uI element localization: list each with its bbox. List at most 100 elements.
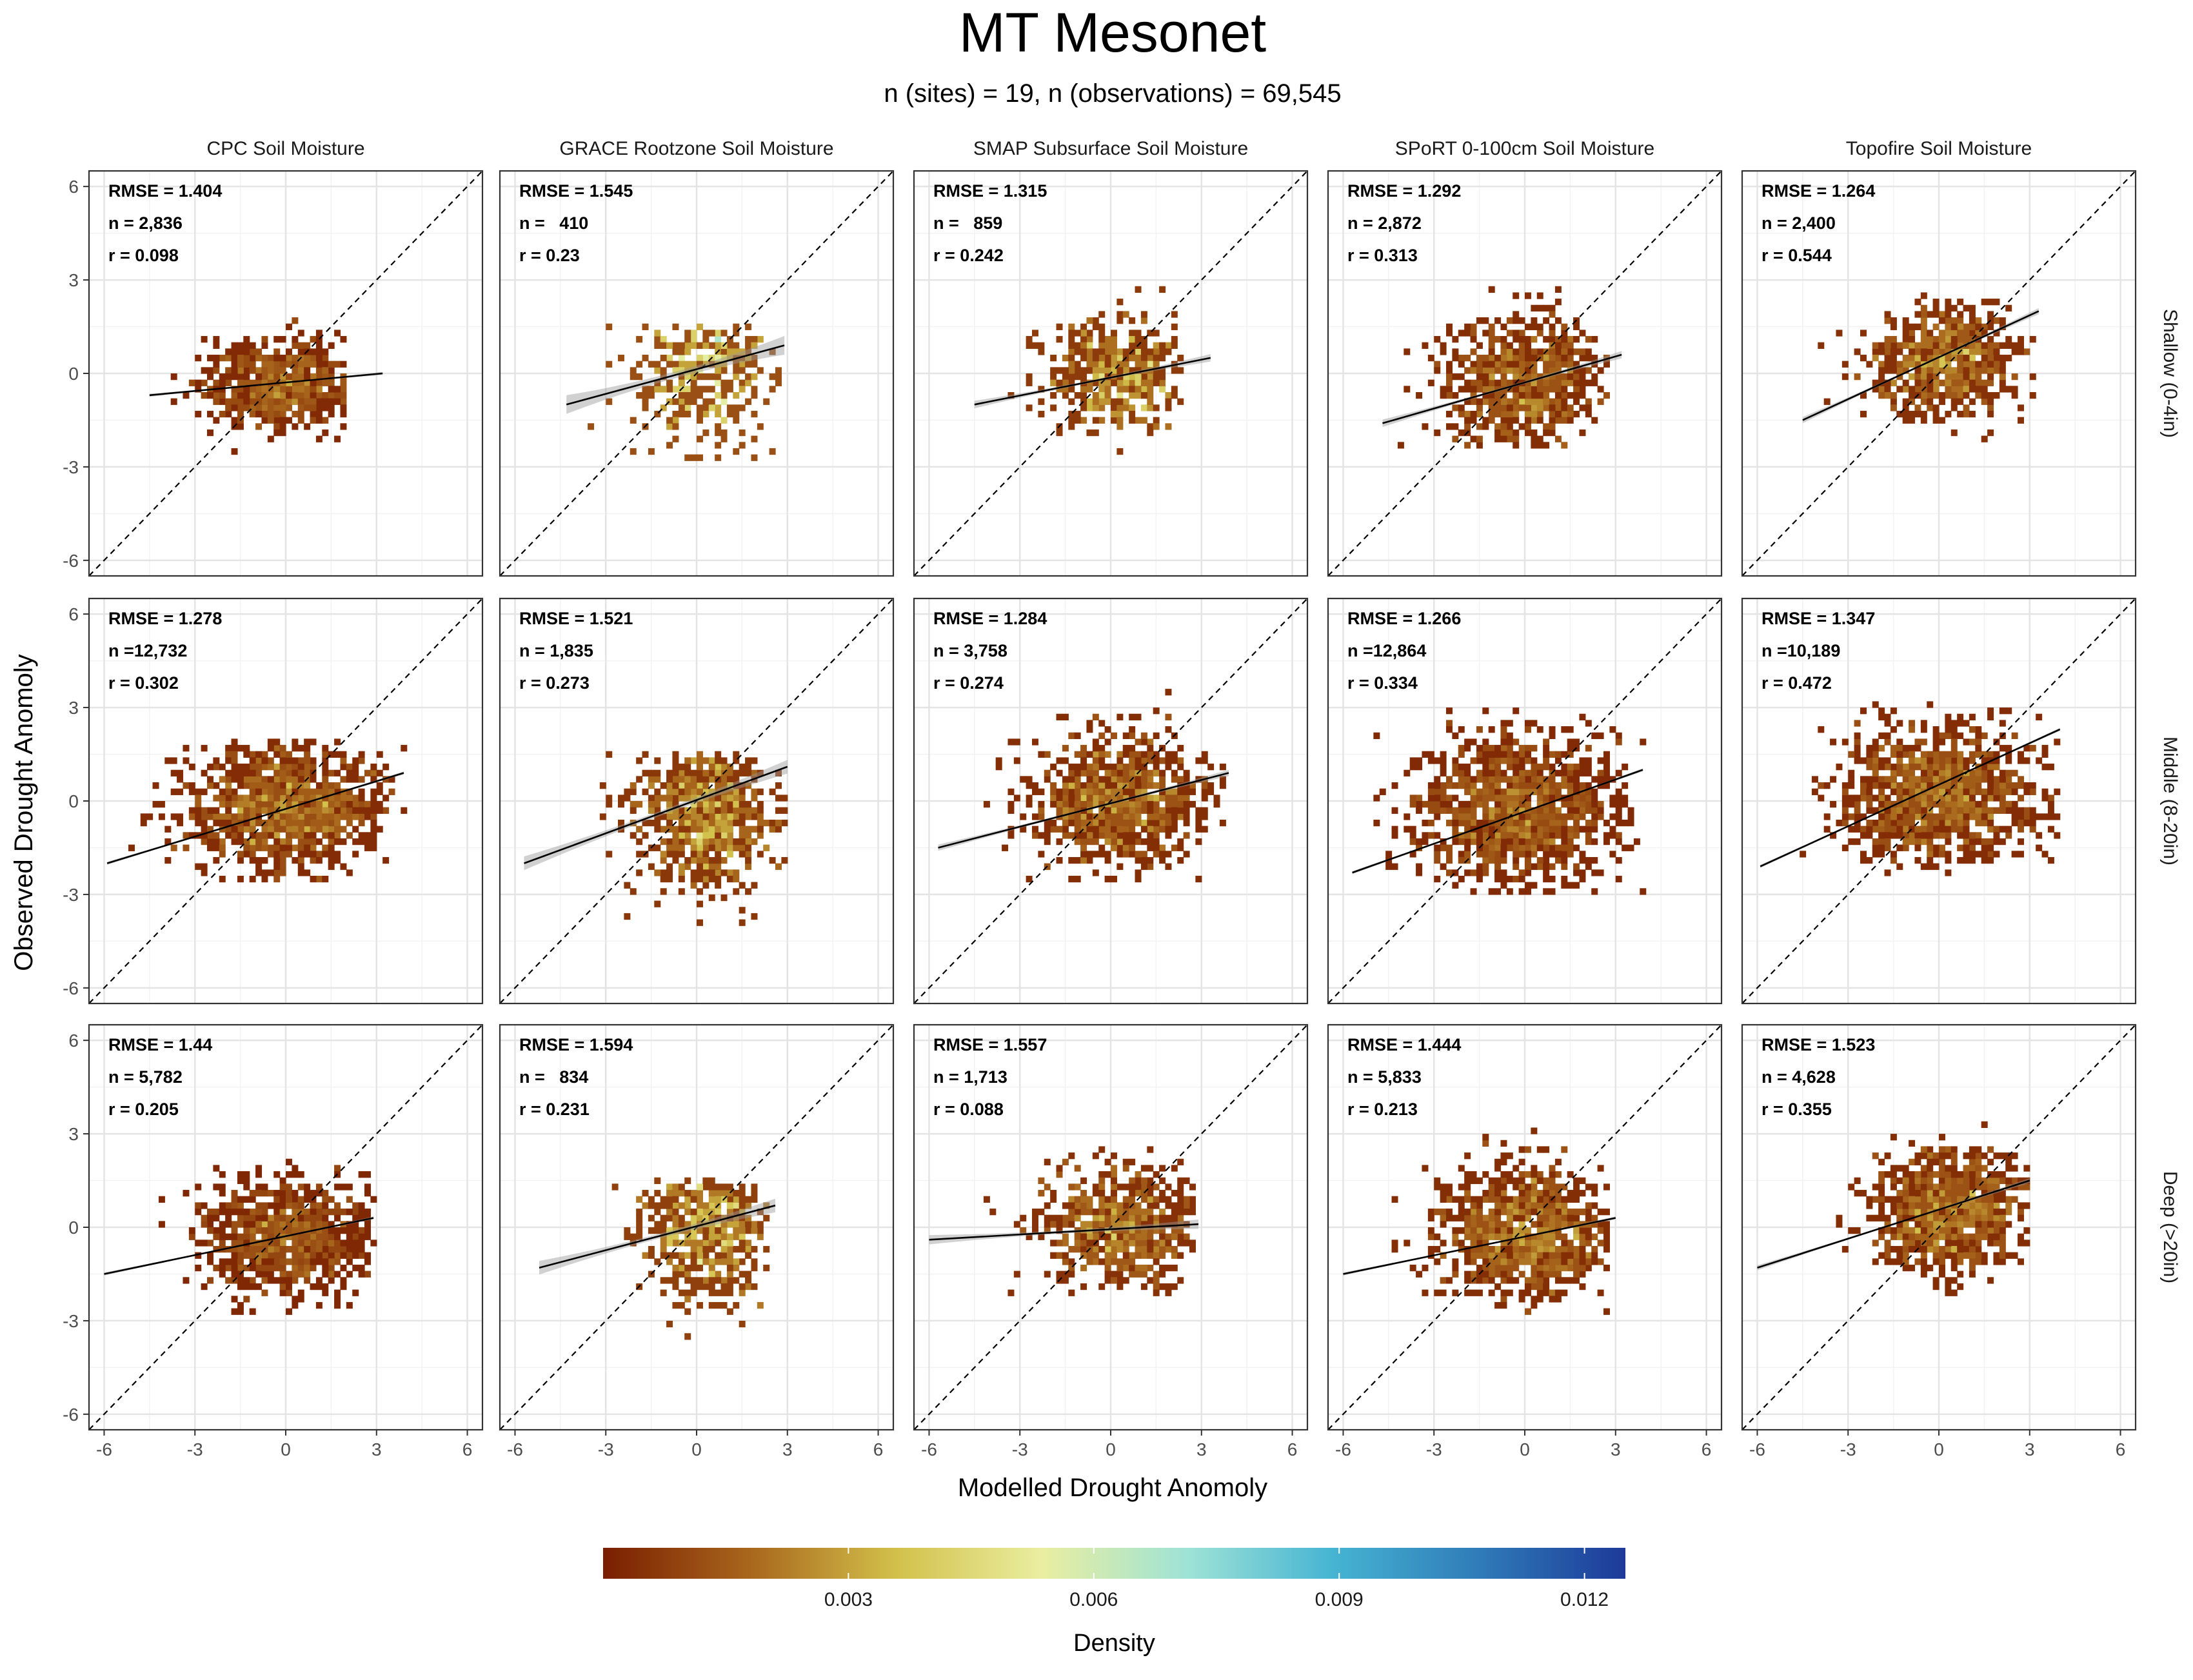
density-tile [1945,764,1951,770]
density-tile [1848,795,1854,801]
density-tile [1531,305,1537,311]
density-tile [1464,442,1471,448]
density-tile [1476,795,1483,801]
density-tile [1860,832,1867,838]
density-tile [1129,386,1135,392]
density-tile [304,1215,310,1221]
density-tile [1147,845,1153,851]
density-tile [237,876,244,882]
density-tile [648,864,655,870]
density-tile [1591,869,1598,876]
density-tile [370,826,377,833]
density-tile [1585,826,1592,833]
density-tile [1903,820,1909,826]
density-tile [1555,317,1562,324]
density-tile [1957,355,1963,361]
density-tile [237,1178,244,1184]
density-tile [1525,801,1531,807]
density-tile [195,864,201,870]
density-tile [1933,832,1940,838]
density-tile [1573,336,1580,342]
density-tile [1153,770,1160,776]
density-tile [1945,838,1951,845]
density-tile [1111,1252,1117,1259]
density-tile [1129,820,1135,826]
density-tile [1476,851,1483,857]
density-tile [1555,832,1562,838]
y-tick-label: 6 [68,604,79,624]
density-tile [1111,764,1117,770]
density-tile [636,851,642,857]
density-tile [1050,801,1057,807]
density-tile [286,361,292,368]
density-tile [1987,380,1994,386]
density-tile [1525,882,1531,889]
density-tile [304,1196,310,1203]
density-tile [654,820,660,826]
density-tile [1914,782,1921,789]
density-tile [219,1258,226,1265]
density-tile [715,380,721,386]
density-tile [304,1209,310,1215]
density-tile [1482,367,1489,373]
density-tile [1603,751,1610,758]
density-tile [237,1302,244,1309]
density-tile [666,1196,673,1203]
density-tile [618,355,624,361]
density-tile [328,851,335,857]
density-tile [1050,795,1057,801]
density-tile [1519,423,1525,430]
density-tile [1993,851,2000,857]
density-tile [304,361,310,368]
density-tile [1573,399,1580,405]
density-tile [1872,826,1879,833]
density-tile [666,380,673,386]
density-tile [322,876,328,882]
density-tile [684,776,691,782]
density-tile [1464,330,1471,336]
density-tile [684,1271,691,1278]
density-tile [268,392,274,399]
density-tile [1476,411,1483,417]
density-tile [1075,342,1081,349]
density-tile [2005,770,2012,776]
density-tile [1482,795,1489,801]
density-tile [1111,838,1117,845]
density-tile [636,1227,642,1234]
density-tile [1111,1202,1117,1209]
density-tile [1885,355,1891,361]
density-tile [1579,807,1585,814]
density-tile [232,417,238,424]
density-tile [298,813,304,820]
density-tile [1890,857,1897,864]
density-tile [232,1190,238,1196]
density-tile [1909,361,1915,368]
density-tile [721,813,728,820]
density-tile [1616,813,1622,820]
density-tile [1909,324,1915,330]
density-tile [1446,820,1453,826]
density-tile [642,399,649,405]
density-tile [232,745,238,751]
density-tile [745,851,751,857]
density-tile [691,330,697,336]
density-tile [1909,820,1915,826]
density-tile [1165,864,1171,870]
density-tile [697,436,703,442]
density-tile [322,764,328,770]
density-tile [268,851,274,857]
density-tile [1464,770,1471,776]
density-tile [334,1302,341,1309]
density-tile [352,1202,359,1209]
density-tile [1579,373,1585,380]
density-tile [292,336,298,342]
density-tile [261,751,268,758]
density-tile [273,399,280,405]
density-tile [298,1171,304,1178]
density-tile [250,1277,256,1283]
density-tile [1957,317,1963,324]
density-tile [1878,826,1885,833]
density-tile [2030,807,2036,814]
density-tile [243,851,250,857]
density-tile [225,373,232,380]
